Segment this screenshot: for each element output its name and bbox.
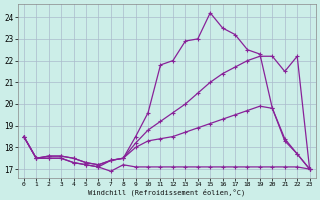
X-axis label: Windchill (Refroidissement éolien,°C): Windchill (Refroidissement éolien,°C) <box>88 188 245 196</box>
